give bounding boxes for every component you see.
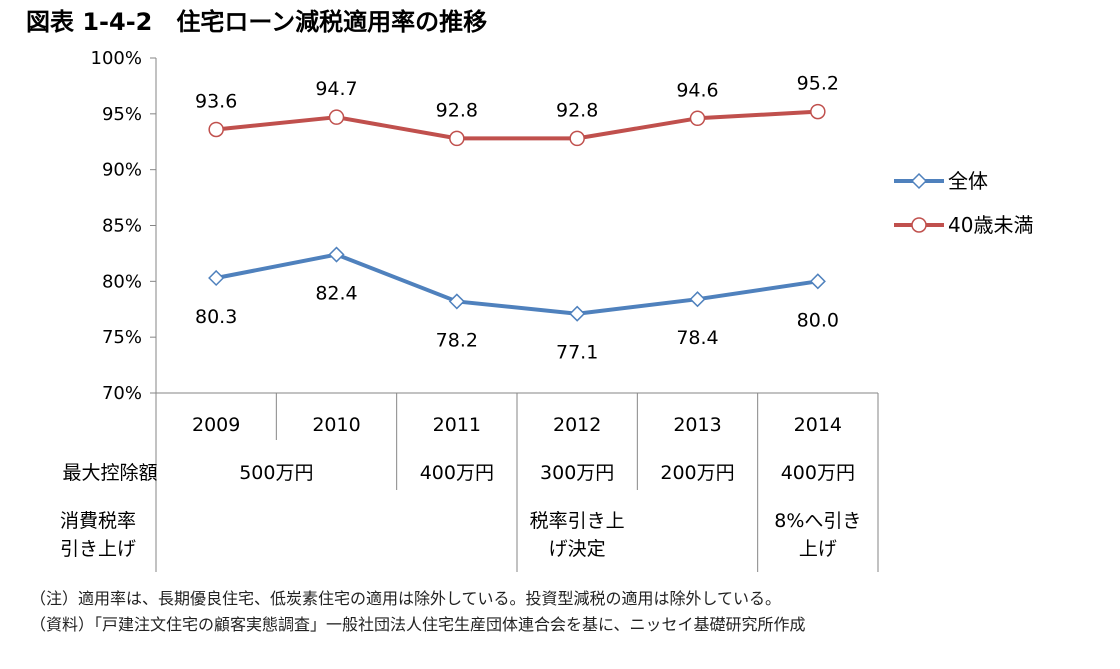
series-lines: [208, 103, 826, 322]
max-deduction-cell: 500万円: [239, 462, 313, 484]
data-label: 82.4: [315, 283, 357, 305]
max-deduction-cell: 200万円: [660, 462, 734, 484]
x-category-label: 2011: [433, 414, 481, 436]
row-header-max-deduction: 最大控除額: [62, 462, 157, 484]
y-tick-label: 90%: [102, 160, 142, 181]
data-label: 94.6: [676, 79, 718, 101]
data-point-marker: [809, 273, 826, 290]
data-label: 95.2: [797, 73, 839, 95]
y-tick-label: 80%: [102, 271, 142, 292]
data-label: 78.4: [676, 327, 718, 349]
data-point-marker: [328, 246, 345, 263]
data-labels: 80.3 82.4 78.2 77.1 78.4 80.0 93.6 94.7 92.8 92.8…: [195, 73, 839, 364]
notes: （注）適用率は、長期優良住宅、低炭素住宅の適用は除外している。投資型減税の適用は…: [30, 589, 806, 634]
y-tick-label: 70%: [102, 383, 142, 404]
x-category-label: 2012: [553, 414, 601, 436]
chart-title: 図表 1-4-2 住宅ローン減税適用率の推移: [26, 8, 487, 36]
data-label: 92.8: [436, 99, 478, 121]
data-point-marker: [569, 130, 585, 147]
category-table: 2009 2010 2011 2012 2013 2014 最大控除額 500万円 400万円 3…: [60, 392, 879, 572]
data-point-marker: [569, 305, 586, 322]
footnote: （注）適用率は、長期優良住宅、低炭素住宅の適用は除外している。投資型減税の適用は…: [30, 589, 781, 608]
legend-label: 40歳未満: [948, 213, 1033, 237]
row-header-tax-increase: 引き上げ: [60, 538, 136, 560]
data-point-marker: [810, 103, 826, 120]
x-category-label: 2009: [192, 414, 240, 436]
legend-label: 全体: [948, 169, 988, 193]
series-line: [215, 252, 819, 316]
legend-marker: [910, 172, 928, 190]
data-point-marker: [208, 269, 225, 287]
series-line: [215, 109, 818, 141]
data-point-marker: [689, 291, 706, 308]
max-deduction-cell: 400万円: [420, 462, 494, 484]
data-point-marker: [689, 110, 706, 127]
max-deduction-cell: 300万円: [540, 462, 614, 484]
x-category-label: 2014: [794, 414, 842, 436]
legend-marker: [911, 217, 927, 233]
axes: 70% 75% 80% 85% 90% 95% 100%: [91, 48, 157, 404]
data-label: 80.0: [797, 309, 839, 331]
data-label: 93.6: [195, 90, 237, 112]
data-label: 80.3: [195, 306, 237, 328]
footnote: （資料）「戸建注文住宅の顧客実態調査」一般社団法人住宅生産団体連合会を基に、ニッ…: [30, 615, 806, 634]
x-category-label: 2013: [673, 414, 721, 436]
data-point-marker: [328, 109, 345, 125]
legend: 全体 40歳未満: [894, 169, 1033, 237]
tax-increase-cell: 8%へ引き: [774, 510, 861, 532]
max-deduction-cell: 400万円: [781, 462, 855, 484]
data-label: 78.2: [436, 329, 478, 351]
data-point-marker: [448, 293, 465, 310]
row-header-tax-increase: 消費税率: [60, 510, 136, 532]
y-tick-label: 75%: [102, 327, 142, 348]
x-category-label: 2010: [312, 414, 360, 436]
data-label: 92.8: [556, 99, 598, 121]
tax-increase-cell: 税率引き上: [530, 510, 625, 532]
y-tick-label: 85%: [102, 216, 142, 237]
data-point-marker: [208, 121, 224, 138]
data-label: 94.7: [315, 78, 357, 100]
y-tick-label: 95%: [102, 104, 142, 125]
tax-increase-cell: げ決定: [549, 538, 606, 560]
y-tick-label: 100%: [91, 48, 142, 69]
data-point-marker: [449, 130, 465, 147]
data-label: 77.1: [556, 342, 598, 364]
tax-increase-cell: 上げ: [799, 538, 837, 560]
